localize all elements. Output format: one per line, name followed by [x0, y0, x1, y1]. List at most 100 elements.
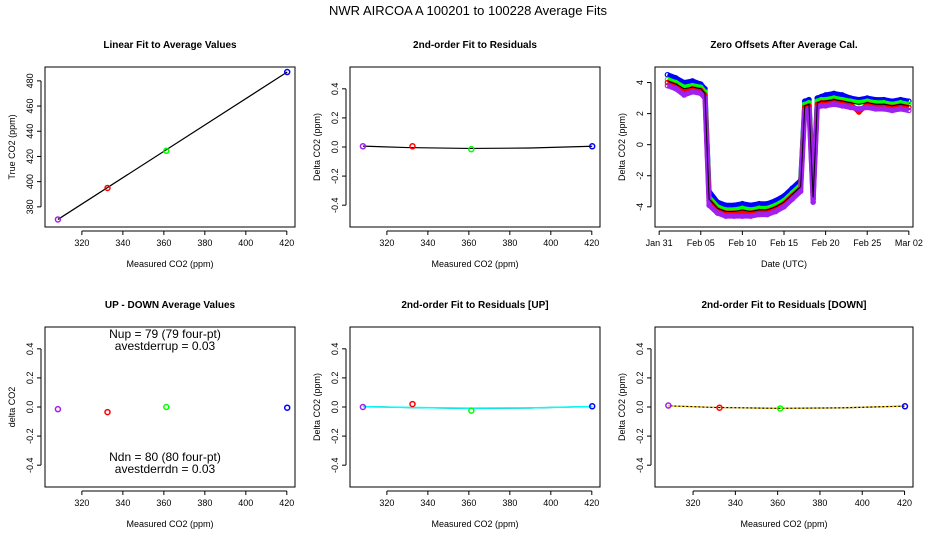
y-tick-label: 0.0 — [635, 401, 645, 414]
x-tick-label: 420 — [279, 238, 294, 248]
x-tick-label: 360 — [461, 498, 476, 508]
chart-title: Linear Fit to Average Values — [103, 40, 237, 51]
x-tick-label: Feb 20 — [812, 238, 840, 248]
x-tick-label: 420 — [584, 238, 599, 248]
x-tick-label: 420 — [897, 498, 912, 508]
point-purple — [697, 90, 704, 97]
x-tick-label: 360 — [770, 498, 785, 508]
chart-linear-fit: Linear Fit to Average Values 320 340 360 380… — [7, 40, 296, 269]
x-tick-label: 360 — [156, 498, 171, 508]
annotation: Nup = 79 (79 four-pt) — [109, 327, 221, 341]
y-tick-label: 0.2 — [330, 372, 340, 385]
y-tick-label: -0.4 — [635, 457, 645, 473]
point-tank3 — [163, 147, 170, 155]
point-purple — [747, 213, 754, 219]
y-tick-label: 0.4 — [330, 83, 340, 96]
point-purple — [739, 213, 746, 219]
plot-frame — [44, 66, 296, 228]
x-tick-label: Feb 10 — [728, 238, 756, 248]
x-tick-label: 400 — [238, 238, 253, 248]
chart-title: 2nd-order Fit to Residuals [UP] — [401, 300, 548, 311]
x-tick-label: 320 — [379, 238, 394, 248]
figure-title: NWR AIRCOA A 100201 to 100228 Average Fi… — [329, 3, 607, 18]
x-tick-label: 420 — [279, 498, 294, 508]
chart-title: Zero Offsets After Average Cal. — [710, 40, 857, 51]
point-purple — [839, 103, 846, 109]
x-tick-label: 320 — [686, 498, 701, 508]
x-axis-label: Date (UTC) — [761, 259, 807, 269]
point-tank4 — [283, 404, 291, 411]
point-tank1 — [359, 143, 367, 150]
y-tick-label: 0.2 — [25, 372, 35, 385]
annotation: Ndn = 80 (80 four-pt) — [109, 450, 221, 464]
y-axis-label: Delta CO2 (ppm) — [617, 373, 627, 441]
chart-resid-up: 2nd-order Fit to Residuals [UP] 320 340 360… — [312, 300, 601, 529]
plot-area — [359, 400, 596, 414]
x-axis-label: Measured CO2 (ppm) — [126, 519, 213, 529]
y-tick-label: -0.4 — [330, 197, 340, 213]
point-tank2 — [104, 408, 111, 416]
x-tick-label: 380 — [197, 498, 212, 508]
y-tick-label: -0.2 — [330, 168, 340, 184]
point-purple — [810, 199, 816, 205]
x-tick-label: 320 — [74, 498, 89, 508]
x-tick-label: 380 — [197, 238, 212, 248]
chart-resid-down: 2nd-order Fit to Residuals [DOWN] 320 340 3… — [617, 300, 914, 529]
line-mean — [667, 80, 909, 212]
point-tank3 — [468, 145, 475, 153]
point-purple — [689, 89, 696, 95]
plot-frame — [654, 66, 914, 228]
line-fit-up — [362, 405, 593, 409]
y-axis-label: delta CO2 — [7, 387, 17, 428]
y-tick-label: -0.4 — [330, 457, 340, 473]
chart-resid-fit: 2nd-order Fit to Residuals 320 340 360 380 40… — [312, 40, 601, 269]
y-tick-label: 400 — [25, 174, 35, 189]
point-tank3 — [776, 405, 784, 412]
y-tick-label: 0.0 — [25, 401, 35, 414]
point-purple — [781, 204, 787, 210]
x-tick-label: Jan 31 — [646, 238, 673, 248]
plot-frame — [349, 326, 601, 488]
x-tick-label: 420 — [584, 498, 599, 508]
plot-area — [359, 143, 596, 153]
panels: Linear Fit to Average Values 320 340 360 380… — [7, 40, 923, 529]
point-tank2 — [409, 400, 416, 408]
point-purple — [722, 213, 729, 219]
point-purple — [731, 213, 737, 219]
chart-title: UP - DOWN Average Values — [105, 300, 236, 311]
annotation: avestderrup = 0.03 — [115, 339, 216, 353]
point-red — [664, 79, 671, 86]
y-tick-label: 0.4 — [330, 343, 340, 356]
x-tick-label: 340 — [420, 498, 435, 508]
point-tank4 — [901, 403, 909, 410]
x-tick-label: 340 — [115, 498, 130, 508]
plot-area — [54, 403, 291, 416]
point-purple — [856, 106, 862, 112]
point-purple — [673, 85, 679, 92]
point-tank2 — [409, 143, 416, 150]
point-tank4 — [588, 143, 596, 150]
y-axis-label: True CO2 (ppm) — [7, 114, 17, 179]
x-tick-label: Feb 05 — [687, 238, 715, 248]
point-purple — [897, 106, 904, 112]
y-tick-label: 0.2 — [330, 112, 340, 125]
x-tick-label: 320 — [379, 498, 394, 508]
point-tank4 — [588, 403, 596, 410]
y-tick-label: 460 — [25, 99, 35, 114]
x-tick-label: 360 — [156, 238, 171, 248]
x-axis-label: Measured CO2 (ppm) — [126, 259, 213, 269]
y-axis-label: Delta CO2 (ppm) — [312, 113, 322, 181]
y-tick-label: 420 — [25, 149, 35, 164]
x-tick-label: Feb 25 — [853, 238, 881, 248]
chart-title: 2nd-order Fit to Residuals — [413, 40, 537, 51]
x-tick-label: 340 — [420, 238, 435, 248]
point-purple — [772, 208, 779, 215]
x-tick-label: 380 — [502, 498, 517, 508]
y-axis-label: Delta CO2 (ppm) — [617, 113, 627, 181]
x-tick-label: 380 — [812, 498, 827, 508]
line-fit — [362, 145, 593, 150]
x-tick-label: 340 — [728, 498, 743, 508]
point-purple — [881, 106, 887, 112]
point-purple — [906, 107, 912, 114]
